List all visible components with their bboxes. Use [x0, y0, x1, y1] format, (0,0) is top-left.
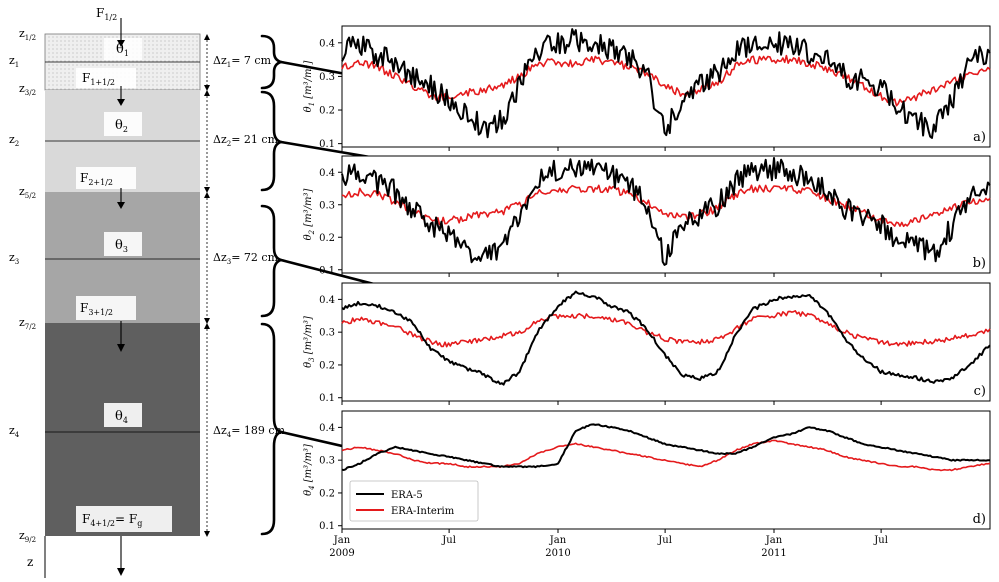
panel-3-ytick-label-3: 0.4 — [319, 295, 335, 306]
theta-3-label: θ3 — [115, 238, 128, 254]
flux-1-label: F1+1/2 — [82, 71, 115, 87]
flux-bottom-label: F4+1/2= Fg — [82, 512, 142, 528]
panel-1-ylabel: θ1 [m³/m³] — [303, 60, 316, 112]
panel-3-letter: c) — [974, 384, 986, 399]
panel-2-ytick-label-1: 0.2 — [319, 233, 335, 244]
panel-2-series-erainterim — [341, 184, 991, 228]
dz-2-arrow-up — [204, 90, 210, 96]
panel-3-series-erainterim — [341, 309, 991, 348]
dz-3-arrow-up — [204, 192, 210, 198]
panel-1-ytick-label-0: 0.1 — [319, 139, 335, 150]
theta-3-box — [104, 232, 142, 256]
dz-3-label: Δz3= 72 cm — [213, 251, 279, 266]
depth-z-1: z1 — [9, 54, 19, 69]
panel-2: 0.1 0.2 0.3 0.4θ2 [m³/m³] b) — [303, 155, 991, 277]
panel-4-ytick-label-3: 0.4 — [319, 423, 335, 434]
panel-1-letter: a) — [973, 130, 986, 145]
panel-3-ylabel: θ3 [m³/m³] — [303, 316, 316, 368]
theta-1-label: θ1 — [116, 42, 129, 58]
panel-2-ytick-label-0: 0.1 — [319, 265, 335, 276]
flux-3-box — [76, 296, 136, 320]
dz-1-label: Δz1= 7 cm — [213, 54, 272, 69]
xtick-label-4: Jan — [765, 535, 783, 546]
theta-1-box — [104, 38, 142, 60]
xtick-year-0: 2009 — [329, 548, 354, 559]
flux-3-arrowhead — [117, 344, 125, 352]
depth-z-1-2: z1/2 — [19, 27, 36, 42]
panel-4-letter: d) — [973, 512, 986, 527]
panel-3: 0.1 0.2 0.3 0.4θ3 [m³/m³] c) — [303, 282, 991, 405]
depth-z-7-2: z7/2 — [19, 316, 36, 331]
flux-2-box — [76, 167, 136, 189]
braces — [260, 34, 286, 536]
dz-2-arrow-down — [204, 187, 210, 193]
panel-1-ytick-label-1: 0.2 — [319, 106, 335, 117]
dz-4-arrow-down — [204, 531, 210, 537]
dz-2-label: Δz2= 21 cm — [213, 133, 279, 148]
panel-4-series-era5 — [341, 423, 991, 471]
legend-label-0: ERA-5 — [391, 490, 423, 501]
depth-z-2: z2 — [9, 133, 19, 148]
panel-2-ytick-label-3: 0.4 — [319, 168, 335, 179]
flux-bottom-box — [76, 506, 172, 532]
dz-1-arrow-down — [204, 85, 210, 91]
panel-3-series-era5 — [341, 290, 991, 386]
panel-2-series-era5 — [341, 157, 991, 266]
panel-4-ylabel: θ4 [m³/m³] — [303, 444, 316, 496]
depth-z-5-2: z5/2 — [19, 185, 36, 200]
flux-2-label: F2+1/2 — [80, 171, 113, 187]
theta-2-label: θ2 — [115, 118, 128, 134]
soil-column-diagram: θ1 θ2 θ3 θ4 F1/2 F1+1/2 F2+1/2 F3+1/2 F4… — [9, 6, 286, 578]
xtick-label-2: Jan — [549, 535, 567, 546]
xtick-year-4: 2011 — [761, 548, 786, 559]
legend: ERA-5 ERA-Interim — [349, 480, 479, 522]
legend-label-1: ERA-Interim — [391, 506, 455, 517]
xtick-label-5: Jul — [873, 535, 888, 546]
depth-z-4: z4 — [9, 424, 20, 439]
panel-2-ytick-label-2: 0.3 — [319, 200, 335, 211]
depth-z-3-2: z3/2 — [19, 82, 36, 97]
flux-top-label: F1/2 — [96, 6, 117, 22]
xtick-label-1: Jul — [441, 535, 456, 546]
dz-1-arrow-up — [204, 34, 210, 40]
z-axis-label: z — [27, 555, 33, 569]
panel-1-ytick-label-2: 0.3 — [319, 72, 335, 83]
flux-bottom-arrowhead — [117, 568, 125, 576]
panel-4-series-erainterim — [341, 439, 991, 472]
panel-1-ytick-label-3: 0.4 — [319, 38, 335, 49]
dz-arrowheads — [204, 34, 210, 537]
depth-z-9-2: z9/2 — [19, 529, 36, 544]
theta-4-box — [104, 403, 142, 427]
panel-2-letter: b) — [973, 256, 986, 271]
layer-4-rect — [45, 323, 200, 536]
panel-4-ytick-label-2: 0.3 — [319, 456, 335, 467]
dz-4-label: Δz4= 189 cm — [213, 424, 286, 439]
chart-panels: 0.10.20.30.4θ1 [m³/m³]a)0.10.20.30.4θ2 [… — [303, 25, 991, 559]
flux-1-arrowhead — [117, 99, 125, 106]
panel-2-ylabel: θ2 [m³/m³] — [303, 188, 316, 240]
panel-3-frame — [341, 282, 991, 402]
panel-1: 0.1 0.2 0.3 0.4θ1 [m³/m³] a) — [303, 25, 991, 151]
depth-z-3: z3 — [9, 251, 19, 266]
dz-4-arrow-up — [204, 323, 210, 329]
flux-3-label: F3+1/2 — [80, 301, 113, 317]
flux-2-arrowhead — [117, 202, 125, 209]
dz-3-arrow-down — [204, 318, 210, 324]
flux-top-arrowhead — [117, 40, 125, 47]
theta-2-box — [104, 112, 142, 136]
panel-3-ytick-label-1: 0.2 — [319, 360, 335, 371]
theta-4-label: θ4 — [115, 409, 128, 425]
panel-4-ytick-label-1: 0.2 — [319, 488, 335, 499]
xtick-label-3: Jul — [657, 535, 672, 546]
panel-3-ytick-label-2: 0.3 — [319, 328, 335, 339]
panel-4-ytick-label-0: 0.1 — [319, 521, 335, 532]
panel-3-ytick-label-0: 0.1 — [319, 393, 335, 404]
xtick-label-0: Jan — [333, 535, 351, 546]
panel-1-series-era5 — [341, 28, 991, 139]
flux-1-box — [76, 68, 136, 88]
xtick-year-2: 2010 — [545, 548, 570, 559]
